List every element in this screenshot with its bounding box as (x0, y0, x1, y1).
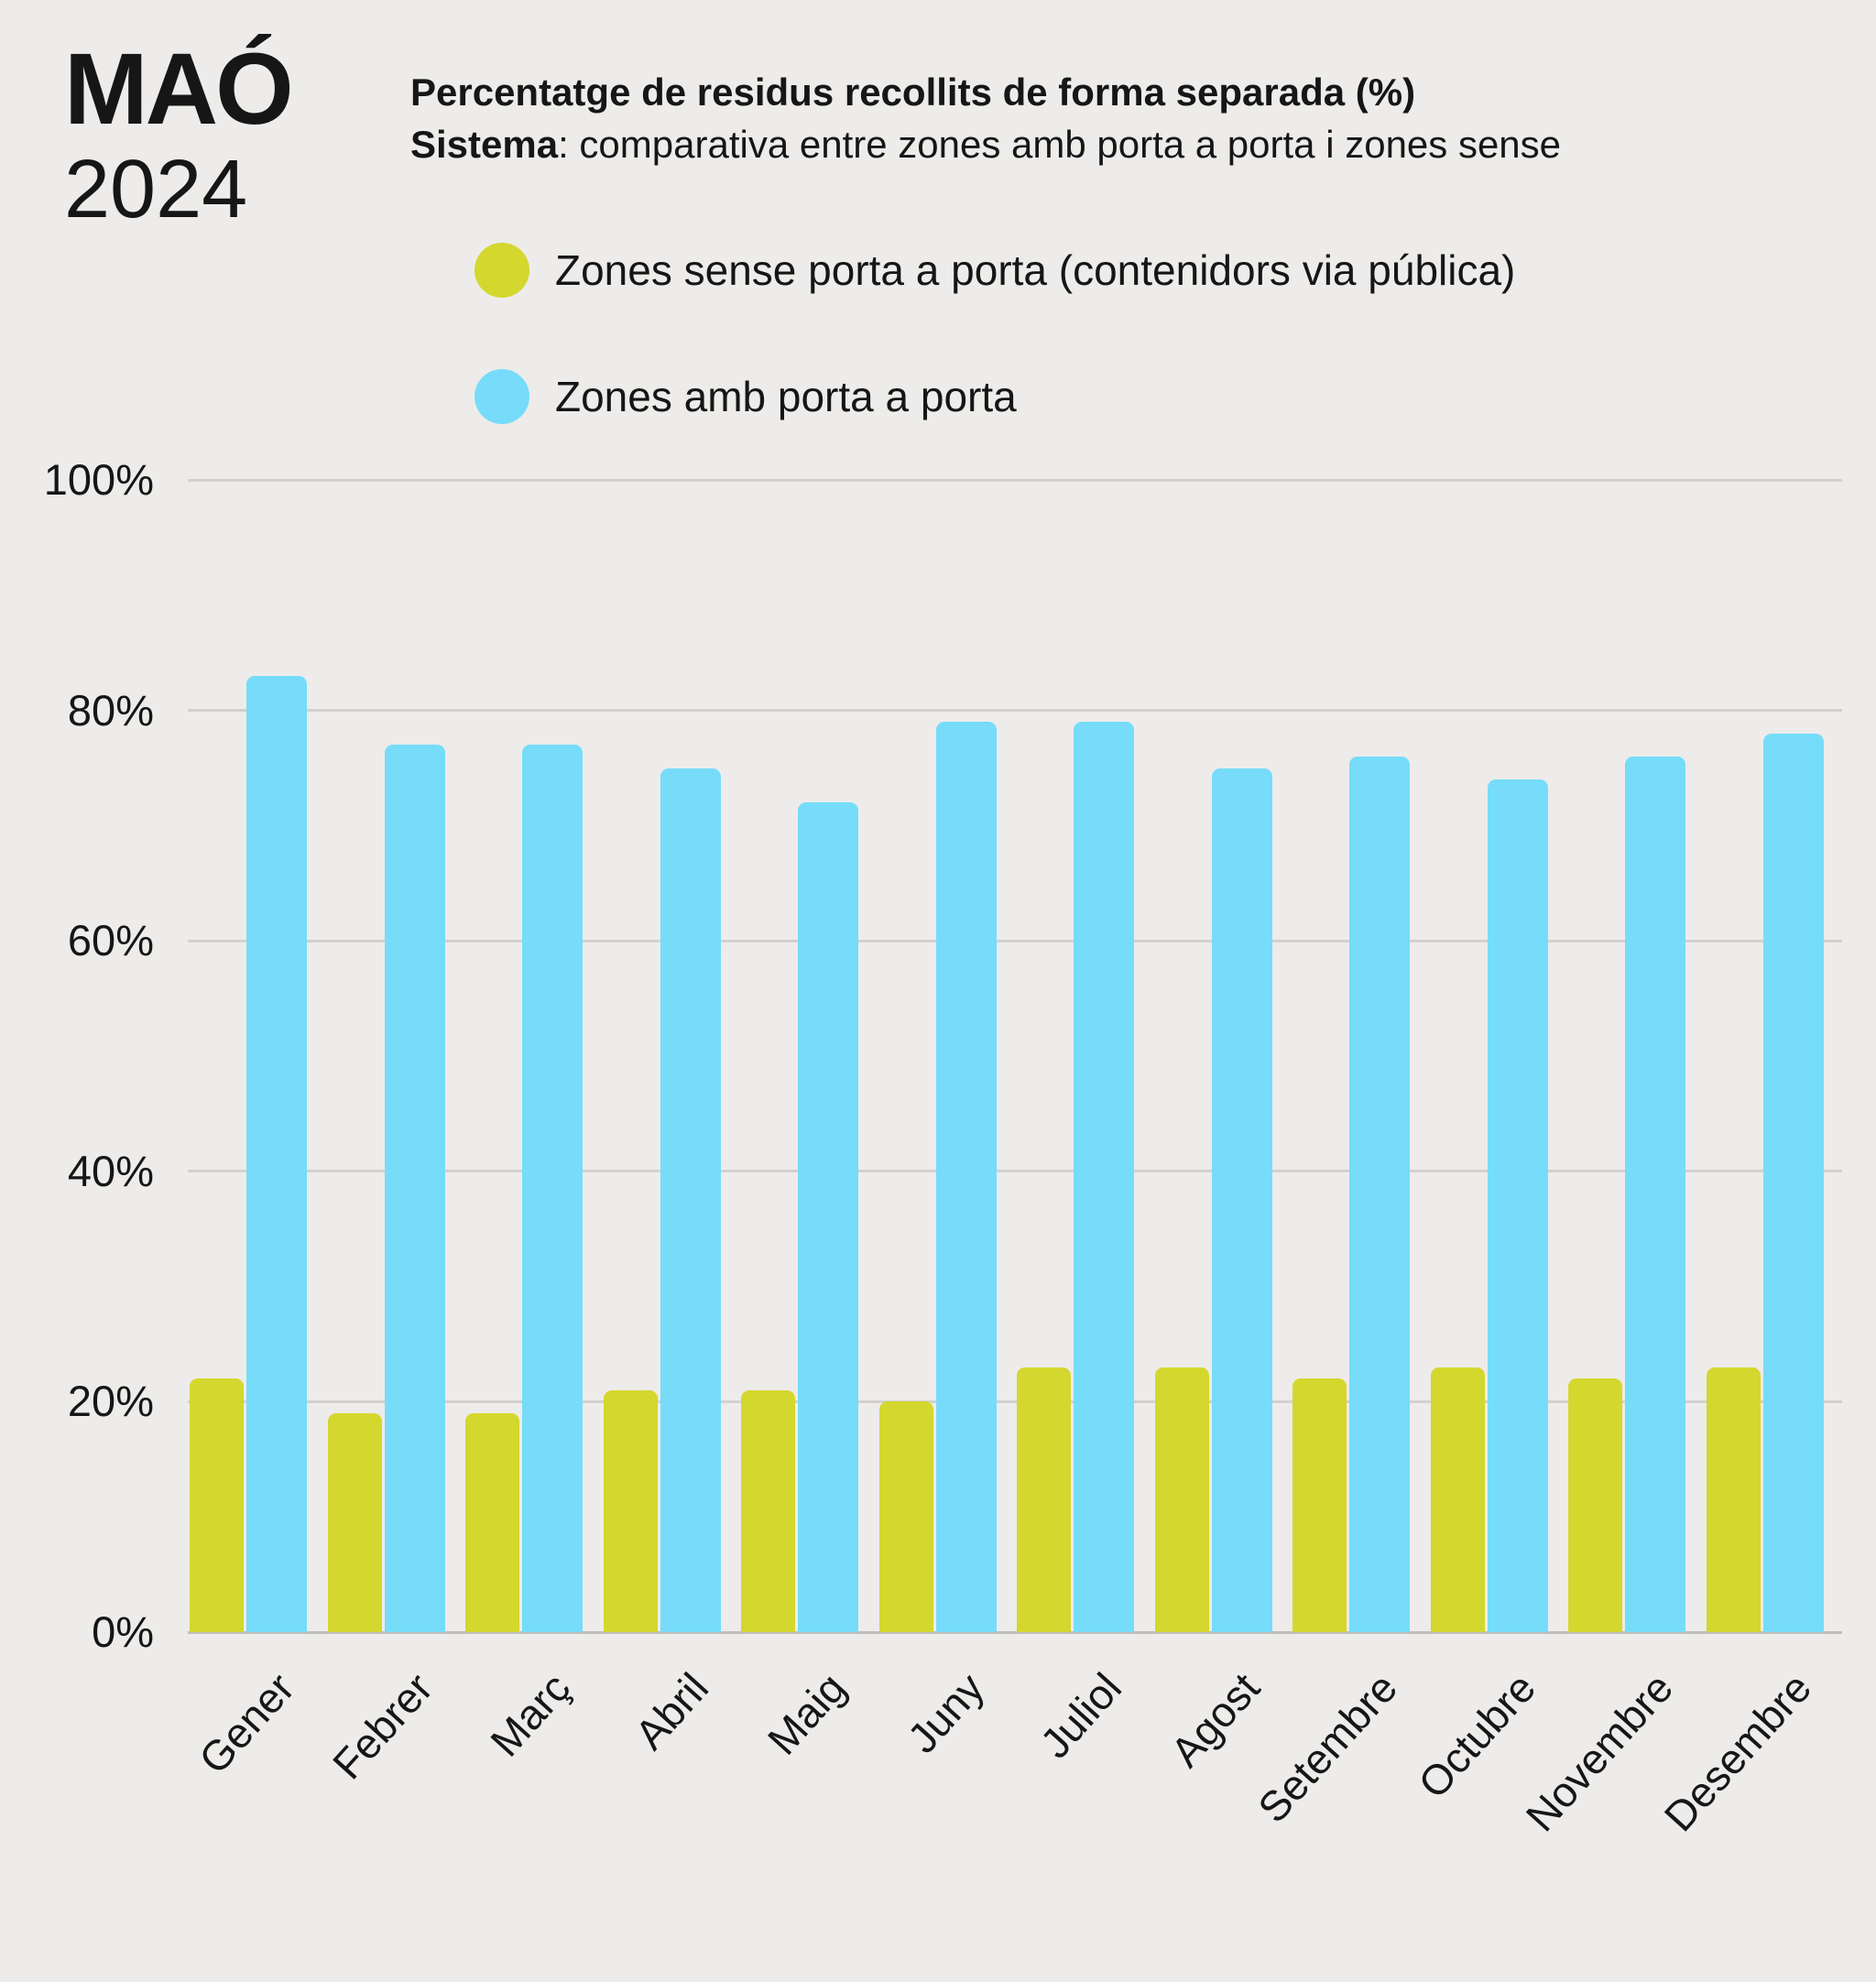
x-axis-label-juliol: Juliol (1031, 1663, 1131, 1768)
x-axis-label-maig: Maig (758, 1663, 856, 1764)
bar-febrer-sense (327, 1412, 382, 1632)
chart-subtitle: Sistema: comparativa entre zones amb por… (410, 118, 1561, 170)
y-axis-tick-label: 60% (67, 916, 154, 965)
bar-octubre-sense (1430, 1367, 1485, 1632)
x-axis-label-setembre: Setembre (1249, 1663, 1407, 1832)
logo-year: 2024 (64, 143, 248, 235)
logo-city: MAÓ (64, 33, 294, 146)
bar-maig-sense (741, 1389, 795, 1632)
bar-febrer-amb (384, 745, 445, 1632)
legend-dot-blue-icon (474, 369, 529, 424)
bar-desembre-amb (1762, 733, 1824, 1632)
x-axis-label-agost: Agost (1161, 1663, 1269, 1776)
x-axis-label-juny: Juny (897, 1663, 993, 1762)
bar-abril-amb (660, 768, 721, 1632)
chart-title: Percentatge de residus recollits de form… (410, 71, 1416, 114)
y-axis-tick-label: 100% (43, 455, 154, 504)
gridline-100% (188, 478, 1842, 482)
bar-març-amb (522, 745, 583, 1632)
legend-label-amb: Zones amb porta a porta (555, 373, 1017, 420)
x-axis-label-desembre: Desembre (1654, 1663, 1820, 1841)
gridline-80% (188, 709, 1842, 713)
legend-item-amb: Zones amb porta a porta (474, 366, 1515, 427)
bar-juny-sense (878, 1401, 933, 1632)
chart-subtitle-rest: : comparativa entre zones amb porta a po… (558, 123, 1562, 166)
gridline-0% (188, 1630, 1842, 1634)
bar-maig-amb (798, 802, 858, 1632)
x-axis-label-març: Març (481, 1663, 580, 1766)
chart-plot: 0% 20% 40% 60% 80% 100% Gener Febrer Març Abril Ma… (44, 455, 1842, 1840)
gridline-20% (188, 1399, 1842, 1403)
chart-title-block: Percentatge de residus recollits de form… (410, 66, 1561, 170)
y-axis-tick-label: 80% (67, 685, 154, 735)
x-axis-label-octubre: Octubre (1408, 1663, 1544, 1808)
legend-dot-yellow-icon (474, 243, 529, 298)
bar-juliol-sense (1017, 1367, 1071, 1632)
y-axis-tick-label: 20% (67, 1377, 154, 1426)
legend-label-sense: Zones sense porta a porta (contenidors v… (555, 246, 1516, 294)
gridline-40% (188, 1170, 1842, 1173)
x-axis-label-gener: Gener (189, 1663, 304, 1783)
bar-agost-amb (1211, 768, 1272, 1632)
logo: MAÓ 2024 (64, 33, 294, 235)
bar-juny-amb (935, 722, 997, 1632)
bar-setembre-sense (1292, 1378, 1347, 1632)
bar-octubre-amb (1487, 779, 1548, 1632)
bar-novembre-sense (1568, 1378, 1622, 1632)
bar-novembre-amb (1625, 756, 1685, 1632)
bar-desembre-sense (1706, 1367, 1761, 1632)
x-axis-label-febrer: Febrer (322, 1663, 442, 1789)
bar-gener-sense (190, 1378, 244, 1632)
bar-juliol-amb (1074, 722, 1134, 1632)
legend: Zones sense porta a porta (contenidors v… (474, 240, 1515, 493)
bar-abril-sense (603, 1389, 658, 1632)
gridline-60% (188, 939, 1842, 942)
bar-agost-sense (1154, 1367, 1209, 1632)
bar-setembre-amb (1349, 756, 1410, 1632)
chart-subtitle-bold: Sistema (410, 123, 559, 166)
x-axis-label-novembre: Novembre (1516, 1663, 1683, 1841)
x-axis-label-abril: Abril (625, 1663, 717, 1759)
y-axis-tick-label: 40% (67, 1146, 154, 1195)
bar-març-sense (465, 1412, 519, 1632)
bar-gener-amb (246, 675, 307, 1632)
y-axis-tick-label: 0% (92, 1607, 154, 1656)
legend-item-sense: Zones sense porta a porta (contenidors v… (474, 240, 1515, 300)
